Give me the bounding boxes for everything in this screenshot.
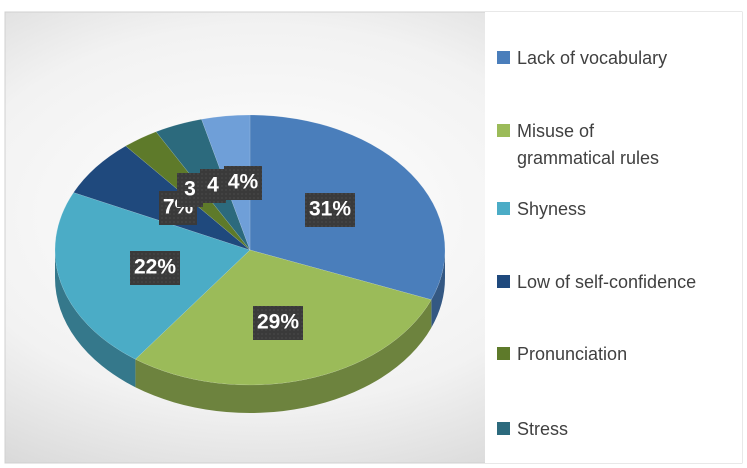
data-label: 29% (257, 311, 299, 334)
data-label-box (253, 306, 303, 340)
legend-item: Pronunciation (497, 341, 747, 368)
slice-side (55, 250, 136, 388)
legend-background (485, 12, 742, 463)
data-label-box (130, 251, 180, 285)
legend-item: Lack of vocabulary (497, 45, 747, 72)
data-label-box (200, 169, 226, 203)
legend-swatch (497, 202, 510, 215)
legend-label: Pronunciation (517, 344, 628, 364)
data-label: 4 (207, 174, 219, 197)
data-label-box (305, 193, 355, 227)
legend-item: Stress (497, 416, 747, 443)
slice-side (135, 299, 432, 414)
legend-label: Low of self-confidence (517, 272, 697, 292)
legend-swatch (497, 347, 510, 360)
data-label: 22% (134, 256, 176, 279)
data-label: 3 (184, 178, 196, 201)
legend-label: Stress (517, 419, 569, 439)
data-label-box (224, 166, 262, 200)
data-label-box (177, 173, 203, 207)
legend-swatch (497, 124, 510, 137)
legend-item: Low of self-confidence (497, 269, 747, 296)
legend-label: Lack of vocabulary (517, 48, 668, 68)
legend-item: Shyness (497, 196, 747, 223)
data-label: 31% (309, 198, 351, 221)
legend-item: Misuse of grammatical rules (497, 118, 747, 172)
legend-swatch (497, 51, 510, 64)
slice-side (431, 250, 445, 328)
data-label: 4% (228, 171, 259, 194)
legend-swatch (497, 422, 510, 435)
legend-label: Misuse of grammatical rules (517, 121, 660, 168)
legend-label: Shyness (517, 199, 587, 219)
legend-swatch (497, 275, 510, 288)
